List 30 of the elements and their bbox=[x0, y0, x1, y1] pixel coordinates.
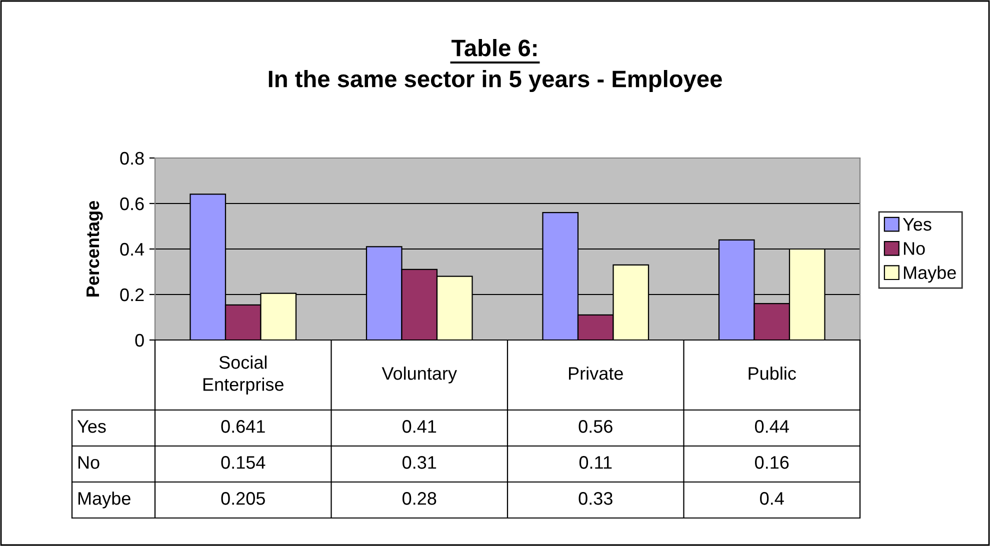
text: Yes bbox=[77, 420, 106, 433]
chart-subtitle: In the same sector in 5 years - Employee bbox=[268, 70, 722, 92]
data-label: 0.56 bbox=[578, 420, 612, 433]
text: Maybe bbox=[78, 492, 130, 508]
data-label: 0.11 bbox=[579, 456, 612, 469]
data-label: 0.31 bbox=[402, 456, 436, 469]
data-label: 0.33 bbox=[578, 492, 612, 505]
y-tick-label: 0.4 bbox=[120, 242, 144, 256]
legend-label: No bbox=[904, 242, 925, 255]
y-axis-title: Percentage bbox=[86, 200, 103, 296]
y-tick-label: 0.6 bbox=[120, 197, 144, 210]
legend-label: Yes bbox=[902, 218, 932, 231]
data-label: 0.4 bbox=[760, 492, 784, 505]
data-label: 0.154 bbox=[221, 456, 266, 469]
data-label: 0.16 bbox=[755, 456, 789, 469]
y-tick-label: 0.8 bbox=[120, 152, 144, 165]
data-label: 0.205 bbox=[221, 492, 265, 505]
data-label: 0.44 bbox=[755, 420, 789, 433]
x-tick-label: Private bbox=[569, 366, 623, 380]
x-tick-label: Social Enterprise bbox=[203, 356, 284, 394]
x-tick-label: Public bbox=[748, 366, 796, 380]
x-tick-label: Voluntary bbox=[382, 366, 457, 384]
text: No bbox=[78, 456, 100, 469]
data-label: 0.28 bbox=[402, 492, 436, 505]
data-label: 0.641 bbox=[221, 420, 265, 433]
y-tick-label: 0 bbox=[135, 334, 144, 347]
legend-label: Maybe bbox=[904, 266, 956, 283]
data-label: 0.41 bbox=[402, 420, 436, 433]
chart-title: Table 6: bbox=[452, 38, 536, 56]
y-tick-label: 0.2 bbox=[120, 288, 144, 302]
